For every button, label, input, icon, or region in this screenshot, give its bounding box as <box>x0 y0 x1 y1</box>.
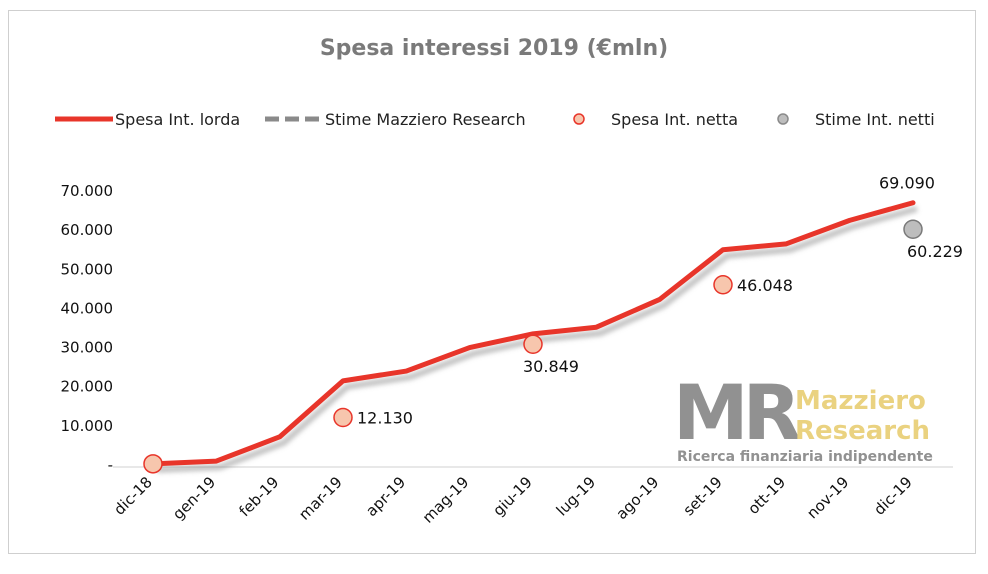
x-tick-label: dic-19 <box>870 473 916 519</box>
legend-label-lorda: Spesa Int. lorda <box>115 110 240 129</box>
data-label: 60.229 <box>907 242 963 261</box>
x-tick-label: gen-19 <box>169 473 219 523</box>
points-layer <box>143 219 923 474</box>
x-tick-label: lug-19 <box>553 473 599 519</box>
watermark-mr: MR <box>673 368 800 457</box>
x-tick-label: ott-19 <box>744 473 789 518</box>
y-tick-label: 30.000 <box>61 339 114 357</box>
y-tick-label: - <box>108 456 113 474</box>
x-axis: dic-18 gen-19 feb-19 mar-19 apr-19 mag-19 giu-… <box>110 466 953 527</box>
legend-marker-netta <box>573 113 585 125</box>
spesa-netta-point <box>333 407 353 428</box>
y-axis: - 10.000 20.000 30.000 40.000 50.000 60.000 70.… <box>61 182 114 474</box>
y-tick-label: 50.000 <box>61 260 114 278</box>
legend-label-stime-netti: Stime Int. netti <box>815 110 935 129</box>
data-label: 69.090 <box>879 174 935 193</box>
data-label: 30.849 <box>523 357 579 376</box>
x-tick-label: ago-19 <box>613 473 663 523</box>
legend: Spesa Int. lorda Stime Mazziero Research… <box>55 110 935 129</box>
legend-marker-stime-netti <box>777 113 789 125</box>
y-tick-label: 40.000 <box>61 299 114 317</box>
series-line-lorda <box>150 200 916 467</box>
watermark-name-2: Research <box>795 416 930 446</box>
x-tick-label: feb-19 <box>235 473 282 520</box>
labels-layer: 12.130 30.849 46.048 60.229 69.090 <box>357 174 963 428</box>
x-tick-label: nov-19 <box>803 473 852 522</box>
y-tick-label: 10.000 <box>61 417 114 435</box>
legend-label-netta: Spesa Int. netta <box>611 110 738 129</box>
legend-label-stime: Stime Mazziero Research <box>325 110 526 129</box>
x-tick-label: apr-19 <box>362 473 409 520</box>
x-tick-label: set-19 <box>680 473 726 519</box>
chart-svg: Spesa interessi 2019 (€mln) Spesa Int. l… <box>55 36 963 527</box>
x-tick-label: mag-19 <box>419 473 473 527</box>
chart-frame: Spesa interessi 2019 (€mln) Spesa Int. l… <box>8 10 976 554</box>
spesa-netta-point <box>523 334 543 354</box>
spesa-netta-point <box>143 454 163 474</box>
x-tick-label: mar-19 <box>295 473 346 524</box>
x-tick-label: dic-18 <box>110 473 156 519</box>
y-tick-label: 70.000 <box>61 182 114 200</box>
data-label: 12.130 <box>357 409 413 428</box>
watermark-logo: MR Mazziero Research Ricerca finanziaria… <box>673 368 933 465</box>
watermark-tagline: Ricerca finanziaria indipendente <box>677 449 933 465</box>
data-label: 46.048 <box>737 276 793 295</box>
x-tick-label: giu-19 <box>489 473 535 519</box>
y-tick-label: 20.000 <box>61 378 114 396</box>
watermark-name-1: Mazziero <box>795 386 926 416</box>
spesa-netta-point <box>713 275 733 295</box>
y-tick-label: 60.000 <box>61 221 114 239</box>
stime-netti-point <box>903 219 923 239</box>
chart-title: Spesa interessi 2019 (€mln) <box>320 36 668 61</box>
